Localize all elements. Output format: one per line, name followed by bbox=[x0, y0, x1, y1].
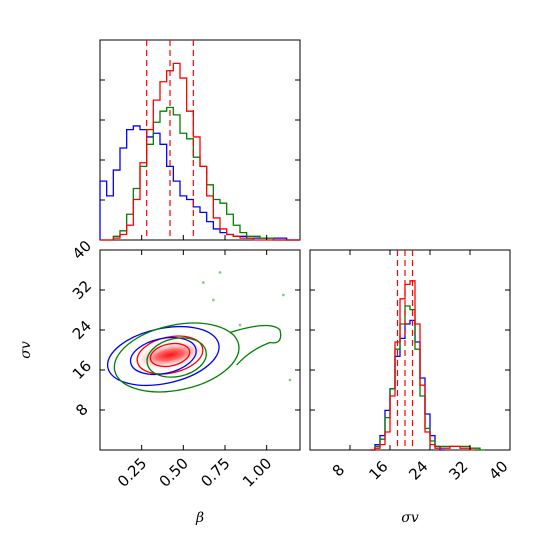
x-tick-label-beta: 1.00 bbox=[239, 454, 275, 490]
y-tick-label-sigma: 24 bbox=[69, 317, 95, 343]
x-axis-label-sigma: σv bbox=[401, 510, 419, 526]
x-tick-label-sigma: 24 bbox=[405, 457, 431, 483]
outlier-point-3 bbox=[238, 323, 242, 327]
outlier-point-4 bbox=[281, 293, 285, 297]
y-tick-label-sigma: 40 bbox=[69, 237, 95, 263]
contour-2-level-0 bbox=[146, 337, 207, 378]
contour-frame bbox=[99, 249, 301, 451]
y-axis-label-sigma: σv bbox=[18, 341, 34, 359]
beta-sigma-contour bbox=[106, 271, 292, 393]
x-tick-label-sigma: 32 bbox=[445, 457, 471, 483]
x-tick-label-sigma: 40 bbox=[485, 457, 511, 483]
contour-0-level-0 bbox=[149, 342, 191, 368]
x-axis-label-beta: β bbox=[195, 510, 204, 526]
x-tick-label-sigma: 8 bbox=[329, 461, 348, 480]
x-tick-label-beta: 0.75 bbox=[197, 454, 233, 490]
contour-green-tail bbox=[229, 324, 282, 366]
contour-2-level-1 bbox=[113, 322, 240, 393]
beta-histogram-frame bbox=[99, 39, 301, 241]
x-tick-label-beta: 0.50 bbox=[156, 454, 192, 490]
outlier-point-5 bbox=[288, 378, 292, 382]
beta-hist-series-1 bbox=[100, 106, 300, 241]
y-tick-label-sigma: 8 bbox=[72, 400, 91, 419]
outlier-point-0 bbox=[218, 271, 222, 274]
sigma-hist-series-1 bbox=[370, 305, 485, 451]
contour-1-level-0 bbox=[129, 336, 197, 376]
sigma-hist-series-0 bbox=[370, 319, 445, 451]
outlier-point-1 bbox=[201, 281, 205, 284]
x-tick-label-beta: 0.25 bbox=[114, 454, 150, 490]
sigma-histogram bbox=[370, 250, 485, 451]
outlier-point-2 bbox=[211, 298, 215, 302]
sigma-histogram-frame bbox=[309, 249, 511, 451]
beta-hist-series-2 bbox=[100, 62, 300, 241]
sigma-hist-series-2 bbox=[370, 280, 475, 451]
beta-histogram bbox=[99, 40, 300, 241]
x-tick-label-sigma: 16 bbox=[365, 457, 391, 483]
y-tick-label-sigma: 32 bbox=[69, 277, 95, 303]
y-tick-label-sigma: 16 bbox=[69, 357, 95, 383]
